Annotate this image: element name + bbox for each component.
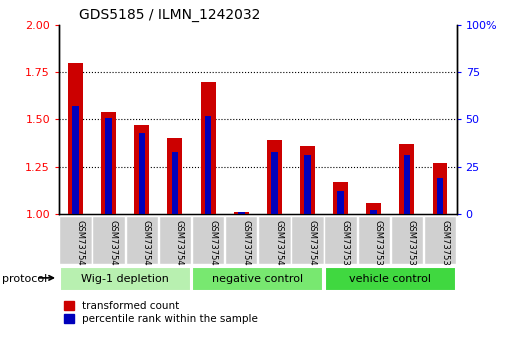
Text: GSM737543: GSM737543 xyxy=(175,220,184,271)
Text: negative control: negative control xyxy=(212,274,303,284)
Text: GSM737537: GSM737537 xyxy=(374,220,383,271)
Bar xyxy=(370,210,377,214)
Text: GSM737542: GSM737542 xyxy=(142,220,151,271)
Bar xyxy=(324,216,357,264)
Text: GSM737538: GSM737538 xyxy=(407,220,416,271)
Bar xyxy=(291,216,324,264)
Text: protocol: protocol xyxy=(2,274,47,284)
Bar xyxy=(325,267,456,291)
Text: GSM737541: GSM737541 xyxy=(109,220,117,271)
Bar xyxy=(126,216,158,264)
Bar xyxy=(404,155,410,214)
Text: GSM737540: GSM737540 xyxy=(75,220,85,271)
Bar xyxy=(390,216,423,264)
Bar xyxy=(300,146,315,214)
Bar xyxy=(205,116,211,214)
Text: GDS5185 / ILMN_1242032: GDS5185 / ILMN_1242032 xyxy=(79,8,260,22)
Bar xyxy=(424,216,456,264)
Bar xyxy=(60,216,92,264)
Bar xyxy=(192,267,323,291)
Bar xyxy=(159,216,191,264)
Text: GSM737547: GSM737547 xyxy=(307,220,317,271)
Legend: transformed count, percentile rank within the sample: transformed count, percentile rank withi… xyxy=(64,301,258,324)
Text: vehicle control: vehicle control xyxy=(349,274,431,284)
Bar xyxy=(192,216,224,264)
Bar xyxy=(432,163,447,214)
Bar xyxy=(267,140,282,214)
Text: Wig-1 depletion: Wig-1 depletion xyxy=(82,274,169,284)
Bar xyxy=(304,155,311,214)
Bar xyxy=(234,212,249,214)
Bar xyxy=(258,216,290,264)
Text: GSM737539: GSM737539 xyxy=(440,220,449,271)
Bar xyxy=(333,182,348,214)
Bar xyxy=(437,178,443,214)
Bar xyxy=(271,152,278,214)
Bar xyxy=(101,112,116,214)
Bar xyxy=(172,152,179,214)
Bar xyxy=(60,267,191,291)
Bar xyxy=(134,125,149,214)
Text: GSM737536: GSM737536 xyxy=(341,220,350,271)
Bar xyxy=(201,81,215,214)
Bar xyxy=(68,63,83,214)
Text: GSM737546: GSM737546 xyxy=(274,220,283,271)
Bar xyxy=(105,118,112,214)
Bar xyxy=(139,133,145,214)
Text: GSM737545: GSM737545 xyxy=(241,220,250,271)
Bar xyxy=(72,106,79,214)
Text: GSM737544: GSM737544 xyxy=(208,220,217,271)
Bar xyxy=(358,216,390,264)
Bar xyxy=(238,212,245,214)
Bar xyxy=(92,216,125,264)
Bar xyxy=(400,144,415,214)
Bar xyxy=(337,192,344,214)
Bar xyxy=(225,216,258,264)
Bar xyxy=(168,138,183,214)
Bar xyxy=(366,203,381,214)
